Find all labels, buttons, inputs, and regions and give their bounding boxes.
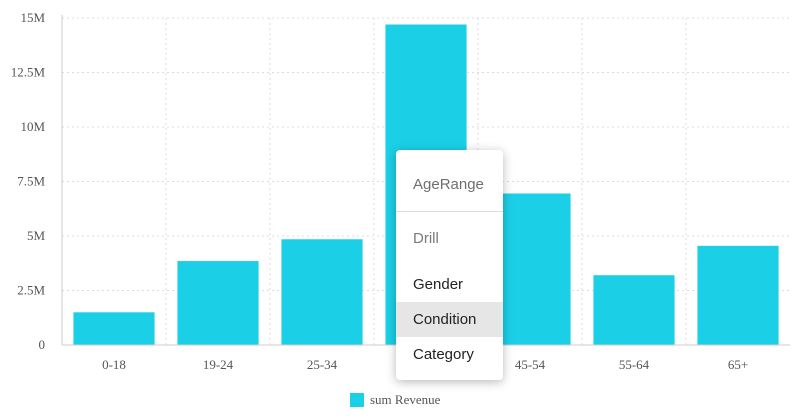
x-tick-label: 0-18	[102, 357, 126, 372]
y-tick-label: 12.5M	[11, 65, 46, 80]
y-tick-label: 2.5M	[17, 283, 45, 298]
menu-item-category[interactable]: Category	[413, 346, 474, 363]
y-tick-label: 5M	[27, 228, 46, 243]
axes: 02.5M5M7.5M10M12.5M15M0-1819-2425-3435-4…	[11, 10, 790, 372]
y-tick-label: 0	[39, 337, 46, 352]
menu-item-condition[interactable]: Condition	[396, 302, 503, 337]
menu-item-gender[interactable]: Gender	[413, 276, 464, 293]
y-tick-label: 15M	[20, 10, 45, 25]
bar-19-24[interactable]	[177, 261, 259, 345]
drill-section-label: Drill	[413, 230, 439, 247]
x-tick-label: 19-24	[203, 357, 234, 372]
legend-swatch	[350, 393, 364, 407]
x-tick-label: 25-34	[307, 357, 338, 372]
context-menu-title: AgeRange	[396, 150, 503, 212]
bar-65+[interactable]	[697, 245, 779, 345]
context-menu: AgeRange Drill Gender Condition Category	[396, 150, 503, 380]
y-tick-label: 7.5M	[17, 174, 45, 189]
legend[interactable]: sum Revenue	[350, 392, 440, 408]
bar-25-34[interactable]	[281, 239, 363, 345]
bar-0-18[interactable]	[73, 312, 155, 345]
x-tick-label: 45-54	[515, 357, 546, 372]
x-tick-label: 55-64	[619, 357, 650, 372]
x-tick-label: 65+	[728, 357, 748, 372]
legend-label: sum Revenue	[370, 392, 441, 407]
bar-55-64[interactable]	[593, 275, 675, 345]
y-tick-label: 10M	[20, 119, 45, 134]
